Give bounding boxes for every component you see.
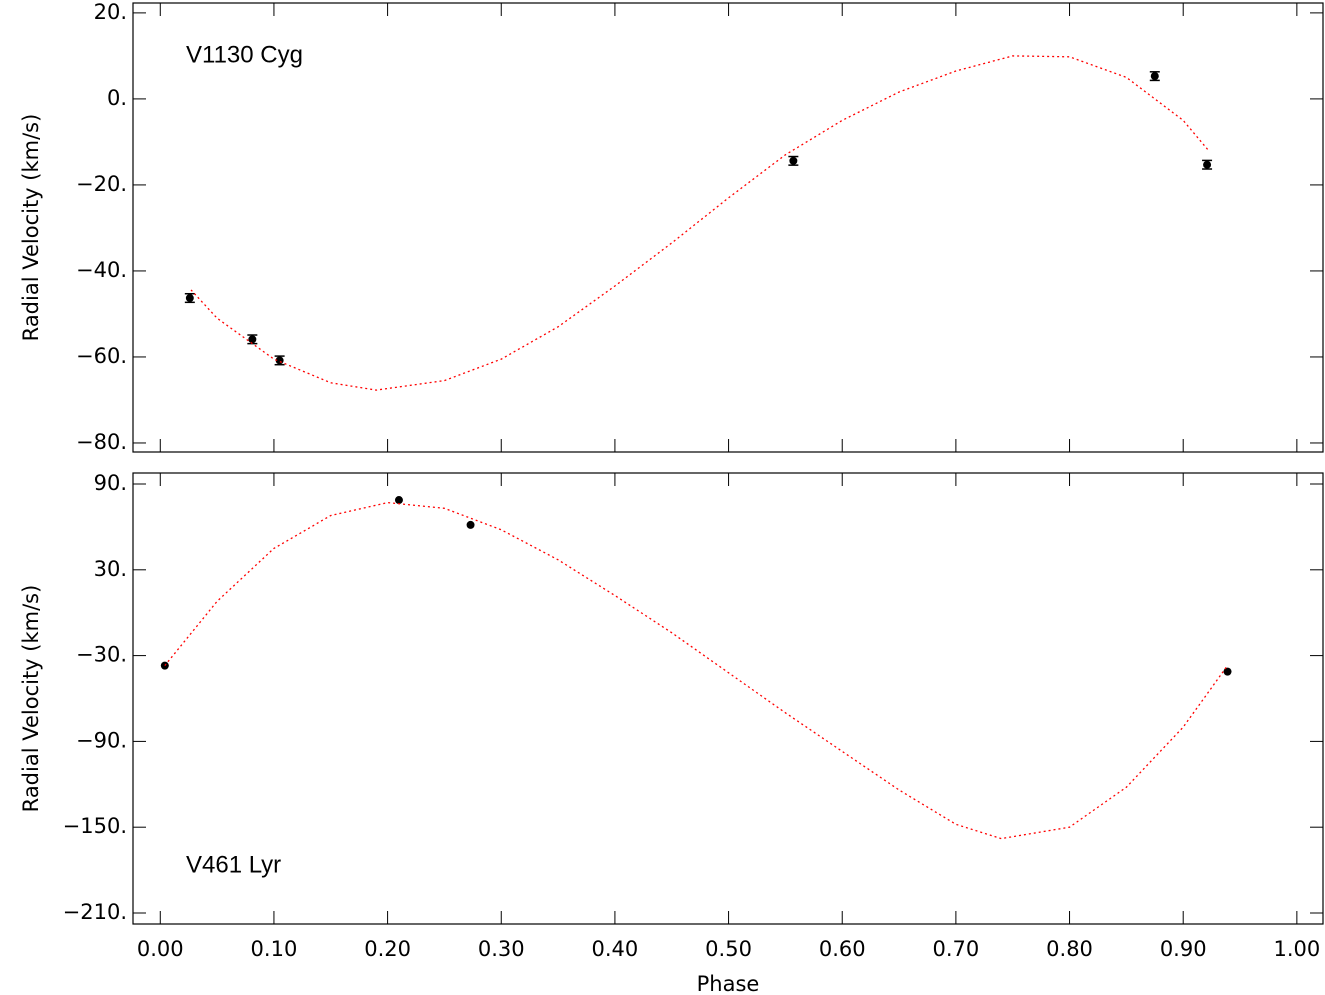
y-tick-label: −210.: [63, 900, 127, 924]
y-tick-label: −150.: [63, 814, 127, 838]
y-tick-label: −60.: [76, 344, 127, 368]
x-tick-label: 0.60: [819, 937, 866, 961]
plot-frame: [132, 2, 1324, 453]
x-tick-label: 1.00: [1273, 937, 1320, 961]
data-point: [394, 496, 403, 505]
y-axis-label: Radial Velocity (km/s): [19, 585, 43, 813]
y-tick-label: −80.: [76, 430, 127, 454]
x-tick-label: 0.50: [705, 937, 752, 961]
annotation: V1130 Cyg: [186, 41, 303, 68]
x-tick-label: 0.10: [251, 937, 298, 961]
fit-curve: [164, 501, 1229, 840]
y-tick-label: 30.: [94, 557, 127, 581]
fit-curve: [190, 55, 1209, 391]
x-axis-label: Phase: [697, 972, 760, 995]
plot-frame: [132, 472, 1324, 925]
x-tick-label: 0.30: [478, 937, 525, 961]
data-point: [466, 520, 475, 529]
y-tick-label: 90.: [94, 471, 127, 495]
data-point: [1150, 72, 1159, 81]
x-tick-label: 0.40: [592, 937, 639, 961]
x-tick-label: 0.00: [137, 937, 184, 961]
x-tick-label: 0.80: [1046, 937, 1093, 961]
data-point: [185, 294, 194, 303]
y-tick-label: 20.: [94, 0, 127, 24]
y-tick-label: −90.: [76, 728, 127, 752]
annotation: V461 Lyr: [186, 851, 281, 878]
y-axis-label: Radial Velocity (km/s): [19, 114, 43, 342]
data-point: [789, 156, 798, 165]
x-tick-label: 0.90: [1160, 937, 1207, 961]
x-tick-label: 0.70: [933, 937, 980, 961]
data-point: [1223, 667, 1232, 676]
data-point: [1203, 160, 1212, 169]
y-tick-label: −40.: [76, 258, 127, 282]
data-point: [248, 335, 257, 344]
y-tick-label: −20.: [76, 172, 127, 196]
x-tick-label: 0.20: [364, 937, 411, 961]
y-tick-label: 0.: [107, 86, 127, 110]
y-tick-label: −30.: [76, 643, 127, 667]
